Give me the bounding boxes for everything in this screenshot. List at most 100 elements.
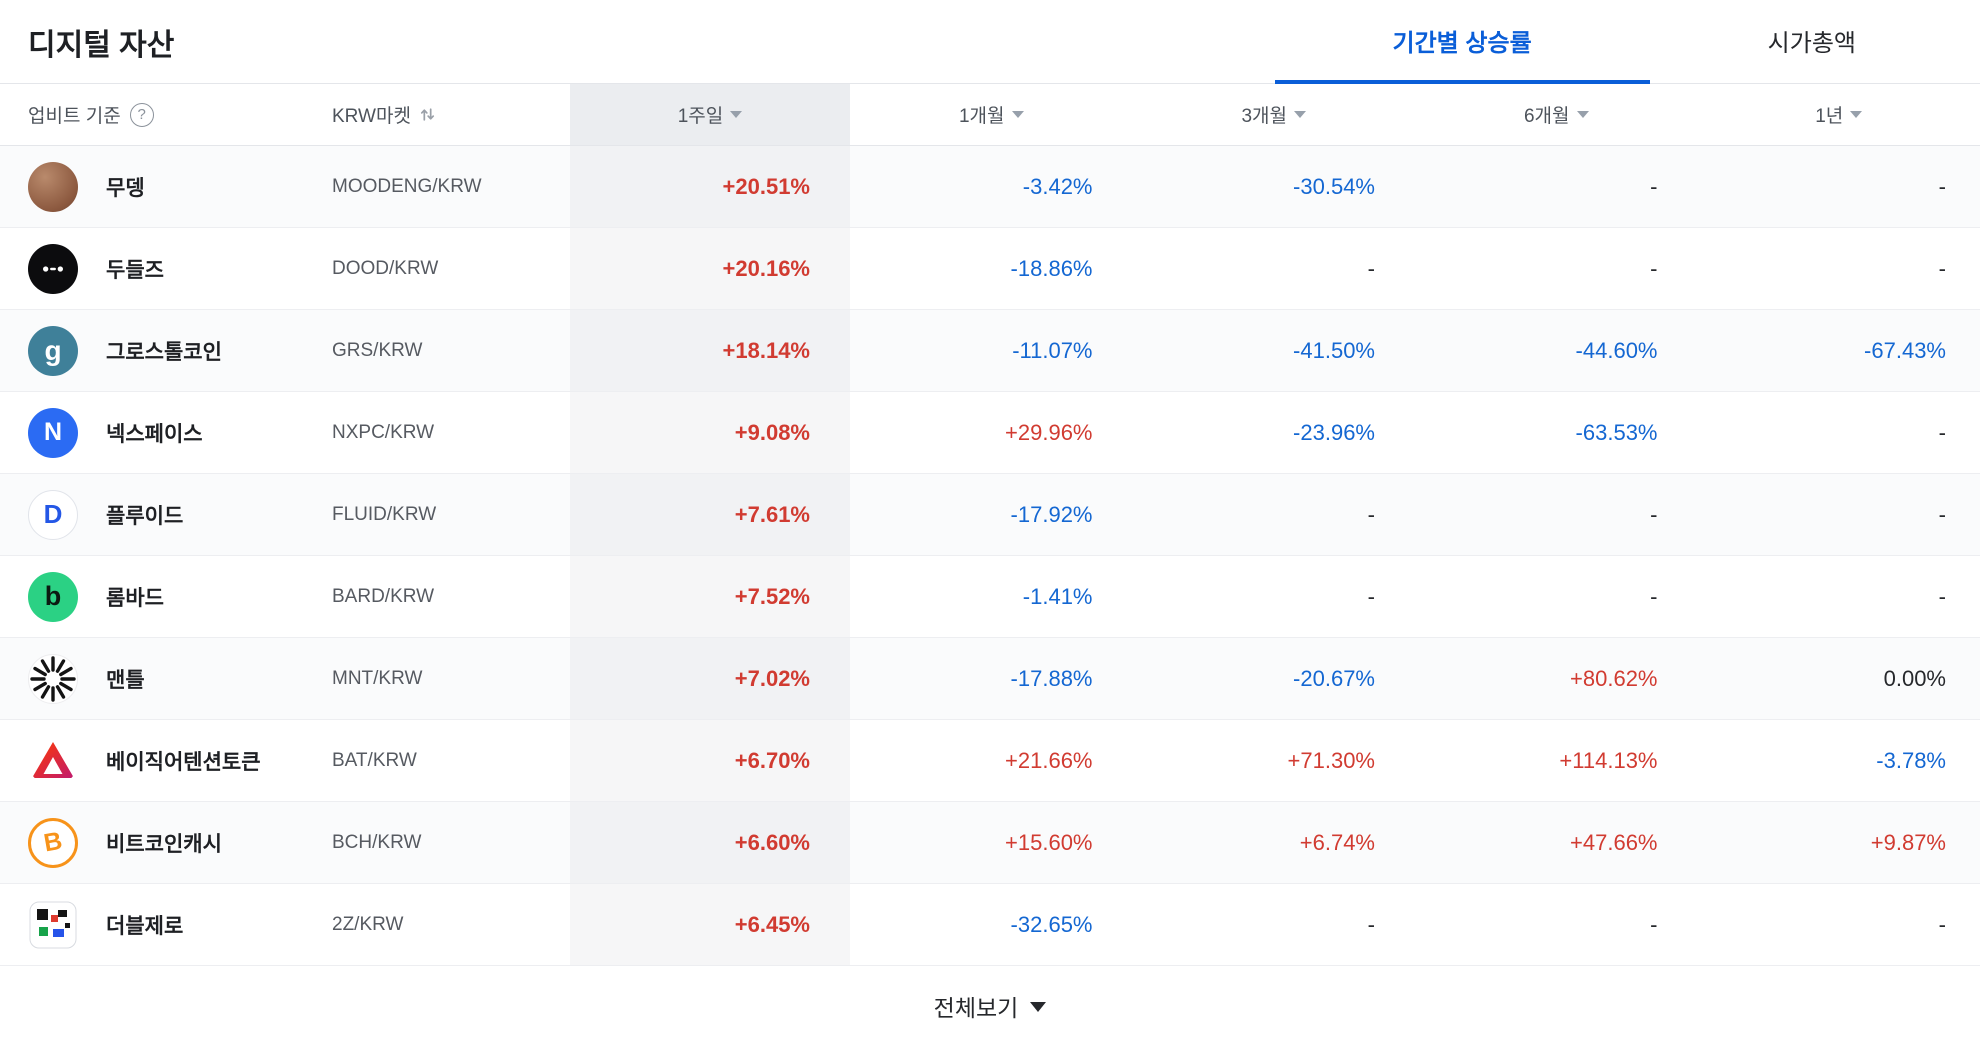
tab-period-change[interactable]: 기간별 상승률	[1274, 0, 1650, 84]
change-1y-cell: -67.43%	[1864, 337, 1946, 363]
column-header-1m[interactable]: 1개월	[850, 84, 1133, 145]
change-1y-cell: -	[1938, 583, 1946, 609]
market-code: FLUID/KRW	[332, 503, 437, 525]
change-6m-cell: -	[1650, 911, 1658, 937]
change-3m-cell: -	[1367, 255, 1375, 281]
groestlcoin-coin-icon: g	[28, 325, 78, 376]
change-1y-cell: +9.87%	[1870, 829, 1946, 855]
change-1m-cell: +15.60%	[1005, 829, 1093, 855]
coin-name: 플루이드	[106, 504, 184, 528]
lombard-coin-icon: b	[28, 571, 78, 622]
column-header-6m[interactable]: 6개월	[1415, 84, 1698, 145]
market-code: DOOD/KRW	[332, 257, 439, 279]
change-3m-cell: -	[1367, 911, 1375, 937]
table-row[interactable]: b 롬바드 BARD/KRW +7.52% -1.41% - - -	[0, 556, 1980, 638]
change-1y-cell: -	[1938, 911, 1946, 937]
table-row[interactable]: g 그로스톨코인 GRS/KRW +18.14% -11.07% -41.50%…	[0, 310, 1980, 392]
column-header-1y[interactable]: 1년	[1698, 84, 1980, 145]
change-1w-cell: +9.08%	[570, 392, 850, 473]
doodles-coin-icon	[28, 243, 78, 294]
coin-name: 맨틀	[106, 668, 145, 692]
change-1m-cell: +21.66%	[1005, 747, 1093, 773]
change-1y-cell: -3.78%	[1876, 747, 1946, 773]
chevron-down-icon	[730, 111, 743, 118]
change-6m-cell: -44.60%	[1575, 337, 1658, 363]
fluid-coin-icon: D	[28, 489, 78, 540]
basic-attention-token-coin-icon	[28, 735, 78, 786]
change-1w-cell: +18.14%	[570, 310, 850, 391]
change-1m-cell: -17.88%	[1010, 665, 1093, 691]
bitcoin-cash-coin-icon: B	[28, 817, 78, 868]
table-row[interactable]: 두들즈 DOOD/KRW +20.16% -18.86% - - -	[0, 228, 1980, 310]
change-1w-cell: +7.61%	[570, 474, 850, 555]
column-header-3m[interactable]: 3개월	[1133, 84, 1416, 145]
table-header: 업비트 기준 ? KRW마켓 1주일 1개월 3개월 6개월 1년	[0, 84, 1980, 146]
market-code: BAT/KRW	[332, 749, 417, 771]
chevron-down-icon	[1576, 111, 1589, 118]
table-row[interactable]: D 플루이드 FLUID/KRW +7.61% -17.92% - - -	[0, 474, 1980, 556]
change-3m-cell: -23.96%	[1293, 419, 1375, 445]
change-1m-cell: -18.86%	[1010, 255, 1093, 281]
change-6m-cell: +114.13%	[1559, 747, 1658, 773]
chevron-down-icon	[1030, 1002, 1047, 1012]
column-header-1w[interactable]: 1주일	[570, 84, 850, 145]
coin-name: 베이직어텐션토큰	[106, 750, 261, 774]
sort-arrows-icon	[420, 108, 435, 121]
table-row[interactable]: 맨틀 MNT/KRW +7.02% -17.88% -20.67% +80.62…	[0, 638, 1980, 720]
change-6m-cell: -63.53%	[1575, 419, 1658, 445]
table-row[interactable]: 더블제로 2Z/KRW +6.45% -32.65% - - -	[0, 884, 1980, 966]
change-3m-cell: -	[1367, 583, 1375, 609]
change-1m-cell: -17.92%	[1010, 501, 1093, 527]
market-column-header[interactable]: KRW마켓	[332, 101, 570, 128]
table-row[interactable]: N 넥스페이스 NXPC/KRW +9.08% +29.96% -23.96% …	[0, 392, 1980, 474]
change-3m-cell: +6.74%	[1299, 829, 1375, 855]
chevron-down-icon	[1011, 111, 1024, 118]
change-1m-cell: +29.96%	[1005, 419, 1093, 445]
market-code: NXPC/KRW	[332, 421, 435, 443]
table-row[interactable]: 무뎅 MOODENG/KRW +20.51% -3.42% -30.54% - …	[0, 146, 1980, 228]
page-title: 디지털 자산	[28, 28, 175, 62]
view-all-button[interactable]: 전체보기	[0, 966, 1980, 1045]
coin-name: 더블제로	[106, 914, 184, 938]
chevron-down-icon	[1850, 111, 1863, 118]
coin-name: 그로스톨코인	[106, 340, 222, 364]
market-code: 2Z/KRW	[332, 913, 404, 935]
tab-bar: 기간별 상승률 시가총액	[1274, 0, 1974, 84]
change-6m-cell: +47.66%	[1570, 829, 1658, 855]
exchange-basis-label-cell: 업비트 기준 ?	[0, 101, 332, 128]
change-1y-cell: -	[1938, 255, 1946, 281]
coin-name: 롬바드	[106, 586, 164, 610]
coin-name: 두들즈	[106, 258, 164, 282]
change-1w-cell: +6.70%	[570, 720, 850, 801]
exchange-basis-label: 업비트 기준	[28, 106, 121, 127]
change-1w-cell: +20.16%	[570, 228, 850, 309]
change-1w-cell: +6.60%	[570, 802, 850, 883]
market-code: BARD/KRW	[332, 585, 435, 607]
change-1y-cell: -	[1938, 419, 1946, 445]
topbar: 디지털 자산 기간별 상승률 시가총액	[0, 0, 1980, 84]
change-1m-cell: -32.65%	[1010, 911, 1093, 937]
change-6m-cell: -	[1650, 501, 1658, 527]
coin-name: 넥스페이스	[106, 422, 203, 446]
change-1y-cell: -	[1938, 173, 1946, 199]
change-6m-cell: -	[1650, 583, 1658, 609]
change-3m-cell: -20.67%	[1293, 665, 1375, 691]
moodeng-coin-icon	[28, 161, 78, 212]
table-row[interactable]: B 비트코인캐시 BCH/KRW +6.60% +15.60% +6.74% +…	[0, 802, 1980, 884]
market-code: MNT/KRW	[332, 667, 423, 689]
table-row[interactable]: 베이직어텐션토큰 BAT/KRW +6.70% +21.66% +71.30% …	[0, 720, 1980, 802]
change-6m-cell: -	[1650, 255, 1658, 281]
coin-name: 비트코인캐시	[106, 832, 222, 856]
change-6m-cell: +80.62%	[1570, 665, 1658, 691]
market-code: MOODENG/KRW	[332, 175, 482, 197]
help-icon[interactable]: ?	[129, 102, 154, 127]
change-3m-cell: +71.30%	[1287, 747, 1375, 773]
change-3m-cell: -41.50%	[1293, 337, 1375, 363]
market-code: BCH/KRW	[332, 831, 422, 853]
chevron-down-icon	[1294, 111, 1307, 118]
change-1y-cell: -	[1938, 501, 1946, 527]
change-1w-cell: +7.02%	[570, 638, 850, 719]
tab-market-cap[interactable]: 시가총액	[1767, 29, 1856, 57]
change-1w-cell: +7.52%	[570, 556, 850, 637]
change-1m-cell: -11.07%	[1012, 337, 1093, 363]
